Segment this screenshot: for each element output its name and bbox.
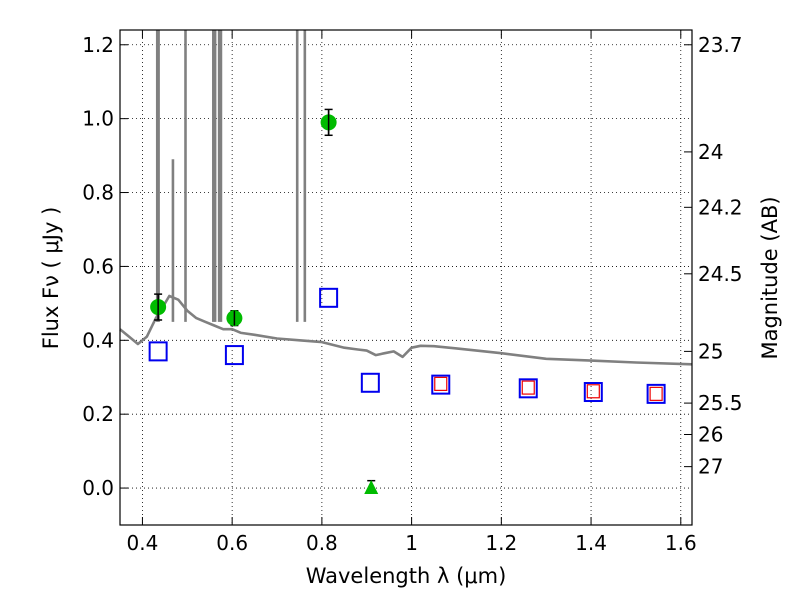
x-tick-label: 1.4	[575, 531, 607, 555]
x-tick-label: 0.4	[127, 531, 159, 555]
model-square-alt	[586, 384, 600, 399]
x-tick-label: 0.8	[306, 531, 338, 555]
series-layer	[119, 30, 693, 495]
y-tick-label: 1.0	[82, 107, 114, 131]
model-square	[431, 374, 451, 395]
model-square	[518, 378, 538, 399]
mag-tick-label: 24.5	[698, 262, 743, 286]
series-model-photometry-alt-	[434, 376, 663, 401]
y-tick-label: 0.2	[82, 402, 114, 426]
model-square	[360, 372, 380, 393]
mag-tick-label: 25	[698, 339, 723, 363]
y-tick-label: 1.2	[82, 33, 114, 57]
model-square-alt	[434, 376, 448, 391]
y-tick-label: 0.4	[82, 328, 114, 352]
model-square-alt	[521, 380, 535, 395]
plot-frame	[119, 29, 693, 526]
axes: 0.4 0.6 0.8 1 1.2 1.4 1.6 0.0 0.2 0.4 0.6 0.8 1.0 1.2…	[82, 29, 743, 555]
x-axis-label: Wavelength λ (μm)	[306, 564, 507, 588]
mag-tick-label: 23.7	[698, 33, 743, 57]
model-square	[583, 382, 603, 403]
x-tick-label: 1	[405, 531, 418, 555]
series-upper-limit	[364, 479, 379, 495]
y-axis-label: Flux Fν ( μJy )	[39, 207, 63, 350]
model-square-alt	[649, 386, 663, 401]
mag-tick-label: 24.2	[698, 195, 743, 219]
x-tick-label: 0.6	[216, 531, 248, 555]
series-template-spectrum	[119, 294, 693, 366]
mag-tick-label: 26	[698, 422, 723, 446]
model-square	[224, 345, 244, 366]
y-tick-label: 0.0	[82, 476, 114, 500]
y-tick-label: 0.8	[82, 181, 114, 205]
upper-limit-point	[364, 480, 379, 495]
x-tick-label: 1.6	[665, 531, 697, 555]
grid	[120, 30, 692, 525]
mag-tick-label: 27	[698, 455, 723, 479]
x-tick-label: 1.2	[485, 531, 517, 555]
model-square	[319, 287, 339, 308]
series-emission-spikes	[155, 30, 307, 322]
series-model-photometry	[148, 287, 666, 404]
model-square	[148, 341, 168, 362]
y2-axis-label: Magnitude (AB)	[758, 196, 782, 359]
mag-tick-label: 25.5	[698, 391, 743, 415]
mag-tick-label: 24	[698, 140, 723, 164]
y-tick-label: 0.6	[82, 254, 114, 278]
series-detections	[150, 108, 337, 327]
spectrum-line	[119, 294, 693, 366]
model-square	[646, 383, 666, 404]
